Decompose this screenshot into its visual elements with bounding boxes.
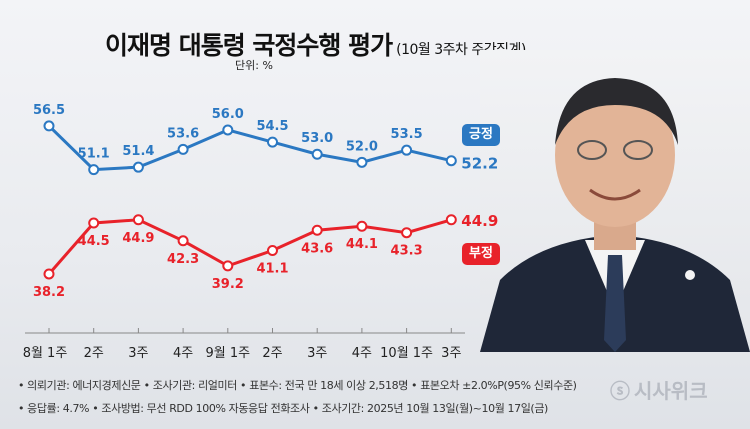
positive-point [88, 164, 100, 176]
positive-point [177, 143, 189, 155]
x-tick-label: 3주 [307, 346, 327, 361]
positive-value-label: 53.5 [391, 127, 423, 142]
positive-point [43, 120, 55, 132]
positive-point [222, 124, 234, 136]
positive-point [132, 161, 144, 173]
positive-value-label: 51.4 [122, 144, 154, 159]
positive-value-label: 51.1 [78, 147, 110, 162]
footer-line-1: • 의뢰기관: 에너지경제신문 • 조사기관: 리얼미터 • 표본수: 전국 만… [18, 379, 577, 392]
president-photo [480, 50, 750, 352]
footer-line-2: • 응답률: 4.7% • 조사방법: 무선 RDD 100% 자동응답 전화조… [18, 402, 548, 415]
positive-value-label: 52.2 [461, 155, 498, 173]
negative-point [401, 227, 413, 239]
negative-point [445, 214, 457, 226]
negative-point [43, 268, 55, 280]
x-tick-label: 4주 [352, 346, 372, 361]
negative-line [47, 218, 452, 275]
positive-value-label: 52.0 [346, 139, 378, 154]
negative-value-label: 43.3 [391, 244, 423, 259]
logo-text: 시사위크 [634, 379, 708, 403]
positive-value-label: 53.0 [301, 131, 333, 146]
logo-icon: ⓢ [610, 379, 630, 403]
legend-positive: 긍정 [462, 124, 500, 146]
title-text: 이재명 대통령 국정수행 평가 [105, 31, 393, 60]
negative-point [177, 235, 189, 247]
x-tick-label: 3주 [441, 346, 461, 361]
x-tick-label: 2주 [84, 346, 104, 361]
negative-value-label: 41.1 [256, 262, 288, 277]
negative-value-label: 38.2 [33, 285, 65, 300]
negative-value-label: 44.1 [346, 237, 378, 252]
negative-value-label: 42.3 [167, 252, 199, 267]
negative-value-label: 39.2 [212, 277, 244, 292]
logo: ⓢ 시사위크 [610, 375, 708, 404]
negative-point [267, 245, 278, 257]
positive-line [47, 124, 452, 172]
x-tick-label: 2주 [262, 346, 282, 361]
positive-point [445, 155, 457, 167]
positive-point [267, 136, 278, 148]
x-tick-label: 8월 1주 [23, 346, 68, 361]
x-tick-label: 10월 1주 [380, 346, 433, 361]
negative-value-label: 44.9 [122, 231, 154, 246]
negative-value-label: 44.9 [461, 212, 498, 230]
positive-value-label: 56.0 [212, 107, 244, 122]
negative-point [88, 217, 100, 229]
negative-value-label: 43.6 [301, 241, 333, 256]
negative-point [132, 214, 144, 226]
positive-point [401, 144, 413, 156]
legend-negative: 부정 [462, 243, 500, 265]
positive-value-label: 53.6 [167, 126, 199, 141]
x-tick-label: 3주 [128, 346, 148, 361]
positive-point [356, 156, 368, 168]
negative-value-label: 44.5 [78, 234, 110, 249]
positive-point [311, 148, 323, 160]
positive-value-label: 54.5 [256, 119, 288, 134]
unit-label: 단위: % [235, 59, 273, 72]
x-tick-label: 4주 [173, 346, 193, 361]
negative-point [356, 220, 368, 232]
x-tick-label: 9월 1주 [205, 346, 250, 361]
negative-point [222, 260, 234, 272]
negative-point [311, 224, 323, 236]
positive-value-label: 56.5 [33, 103, 65, 118]
